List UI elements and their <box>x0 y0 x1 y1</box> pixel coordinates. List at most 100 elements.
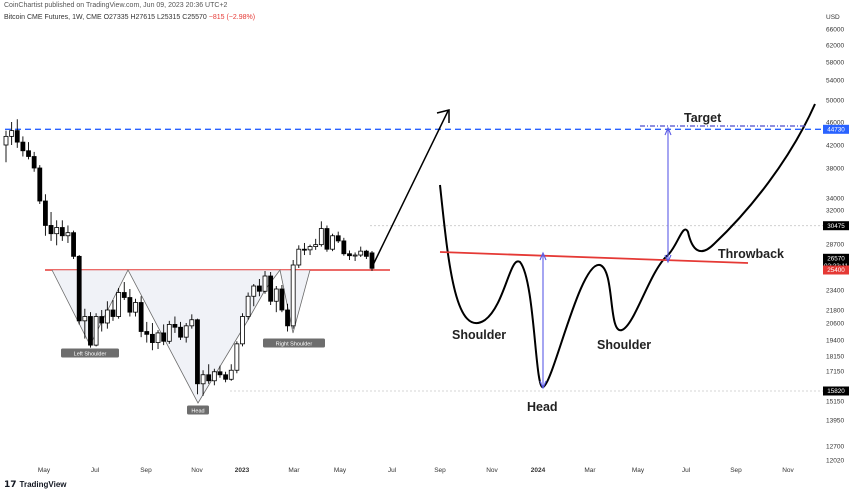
candle-body <box>195 319 200 385</box>
projection-arrow-head <box>436 109 450 123</box>
x-tick-label: Sep <box>434 467 446 474</box>
candle-body <box>302 248 307 251</box>
candle-body <box>149 333 155 343</box>
candle-body <box>341 240 347 255</box>
x-tick-label: May <box>334 467 347 474</box>
candle-body <box>14 130 20 143</box>
candle-body <box>59 227 65 237</box>
y-tick-label: 12020 <box>826 458 844 465</box>
candle-body <box>251 285 257 297</box>
y-tick-label: 32000 <box>826 208 844 215</box>
y-tick-label: 50000 <box>826 98 844 105</box>
candle-body <box>330 235 335 250</box>
target-arrow-tip-bottom <box>664 254 672 264</box>
pattern-tag-label: Head <box>191 409 204 415</box>
projection-arrow-line <box>372 110 449 266</box>
y-tick-label: 42000 <box>826 143 844 150</box>
axis-layer: USD 66000 62000 58000 54000 50000 46000 42000 38… <box>38 14 845 474</box>
price-tag-label: 26570 <box>827 256 845 263</box>
candle-body <box>48 225 54 235</box>
candle-body <box>279 288 285 311</box>
y-tick-label: 15150 <box>826 399 844 406</box>
y-tick-label: 12700 <box>826 444 844 451</box>
candle-body <box>76 255 82 322</box>
candle-body <box>99 316 105 324</box>
candle-body <box>54 227 60 235</box>
candle-body <box>26 150 31 157</box>
candle-body <box>93 316 99 346</box>
y-tick-label: 28700 <box>826 242 844 249</box>
x-tick-label: Jul <box>388 467 397 474</box>
candle-body <box>127 297 133 313</box>
price-tag-bg <box>823 124 849 134</box>
candle-body <box>228 369 234 380</box>
y-tick-label: 20600 <box>826 321 844 328</box>
y-tick-label: 38000 <box>826 166 844 173</box>
ohlc-high: H27615 <box>130 14 155 21</box>
y-tick-label: 13950 <box>826 418 844 425</box>
reference-lines <box>5 128 823 392</box>
candle-body <box>20 141 26 152</box>
x-tick-label: May <box>632 467 645 474</box>
pattern-label-target: Target <box>684 111 722 125</box>
candle-body <box>211 371 217 382</box>
candle-body <box>3 135 9 146</box>
candle-body <box>88 316 93 346</box>
tradingview-logo[interactable]: 𝟭𝟳 TradingView <box>4 479 67 490</box>
candle-body <box>369 252 375 269</box>
candle-body <box>324 228 330 250</box>
projected-pattern-curve <box>439 103 816 389</box>
price-tag-label: 30475 <box>827 223 845 230</box>
symbol-name: Bitcoin CME Futures, 1W, CME <box>4 14 102 21</box>
candle-body <box>307 246 313 251</box>
candle-body <box>245 295 251 317</box>
candles <box>3 119 375 396</box>
candle-body <box>161 332 167 342</box>
candle-body <box>183 325 189 338</box>
ohlc-change: −815 (−2.98%) <box>208 14 256 21</box>
tradingview-brand: TradingView <box>19 480 67 489</box>
x-tick-label: 2023 <box>235 467 250 474</box>
candle-body <box>82 316 88 322</box>
ohlc-open: O27335 <box>103 14 129 21</box>
price-tag-bg <box>823 265 849 275</box>
x-tick-label: Nov <box>191 467 203 474</box>
candle-body <box>155 332 161 343</box>
x-tick-label: Nov <box>782 467 794 474</box>
pattern-tag-bg <box>61 348 119 358</box>
pattern-label-throwback: Throwback <box>718 247 784 261</box>
candle-body <box>144 331 150 335</box>
candle-body <box>240 316 245 345</box>
candle-body <box>166 324 172 342</box>
target-arrow-tip-top <box>664 126 672 136</box>
candle-body <box>335 235 341 242</box>
price-tag-bg <box>823 253 849 263</box>
candle-body <box>65 232 71 237</box>
neckline-right-line <box>439 251 749 264</box>
pattern-label-head: Head <box>527 400 558 414</box>
candle-body <box>268 275 274 302</box>
y-tick-label: 54000 <box>826 78 844 85</box>
x-tick-label: Jul <box>91 467 100 474</box>
pattern-tag-label: Right Shoulder <box>276 342 313 348</box>
y-tick-label: 23400 <box>826 288 844 295</box>
x-tick-label: Mar <box>288 467 300 474</box>
candle-body <box>138 302 144 332</box>
y-axis-currency: USD <box>826 14 840 21</box>
candle-body <box>121 292 127 298</box>
candle-body <box>273 288 279 302</box>
drawing-layer <box>372 103 816 390</box>
candle-body <box>352 254 358 257</box>
candle-body <box>189 319 195 327</box>
y-tick-label: 62000 <box>826 43 844 50</box>
x-tick-label: 2024 <box>531 467 546 474</box>
candle-body <box>43 200 48 226</box>
candle-body <box>262 275 268 292</box>
y-tick-label: 46000 <box>826 120 844 127</box>
labels-layer: Left Shoulder Head Right Shoulder Shoulder H… <box>61 111 849 415</box>
candle-body <box>110 309 116 317</box>
price-tag-bg <box>823 221 849 231</box>
candle-body <box>71 232 76 257</box>
ohlc-low: L25315 <box>156 14 181 21</box>
